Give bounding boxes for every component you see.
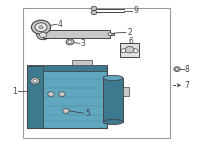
Bar — [23, 8, 170, 138]
Bar — [120, 43, 139, 57]
Circle shape — [37, 30, 49, 40]
Circle shape — [31, 78, 39, 84]
Text: 9: 9 — [133, 6, 138, 15]
Circle shape — [48, 92, 54, 96]
Circle shape — [91, 6, 97, 11]
Ellipse shape — [103, 75, 123, 81]
Circle shape — [59, 92, 65, 96]
Text: 1: 1 — [12, 87, 17, 96]
Bar — [123, 87, 129, 96]
Bar — [27, 66, 43, 128]
Text: 2: 2 — [127, 28, 132, 37]
Circle shape — [35, 23, 47, 32]
Text: 6: 6 — [129, 37, 133, 46]
Ellipse shape — [103, 119, 123, 125]
PathPatch shape — [43, 30, 114, 38]
Circle shape — [108, 33, 112, 36]
Bar — [72, 60, 92, 65]
Circle shape — [68, 40, 72, 43]
Circle shape — [125, 46, 134, 53]
Bar — [27, 66, 107, 128]
Circle shape — [175, 68, 179, 70]
Bar — [103, 78, 123, 122]
Circle shape — [63, 109, 69, 113]
Circle shape — [91, 10, 97, 15]
Bar — [27, 65, 107, 71]
Text: 5: 5 — [85, 109, 90, 118]
Circle shape — [33, 79, 37, 82]
Text: 3: 3 — [81, 39, 85, 48]
Circle shape — [31, 20, 51, 34]
Circle shape — [121, 49, 126, 53]
Circle shape — [39, 32, 47, 38]
Circle shape — [39, 26, 43, 29]
Circle shape — [66, 39, 74, 45]
Text: 4: 4 — [58, 20, 62, 29]
Text: 7: 7 — [185, 81, 189, 90]
Circle shape — [174, 67, 180, 71]
Circle shape — [133, 49, 138, 53]
Text: 8: 8 — [185, 65, 189, 74]
